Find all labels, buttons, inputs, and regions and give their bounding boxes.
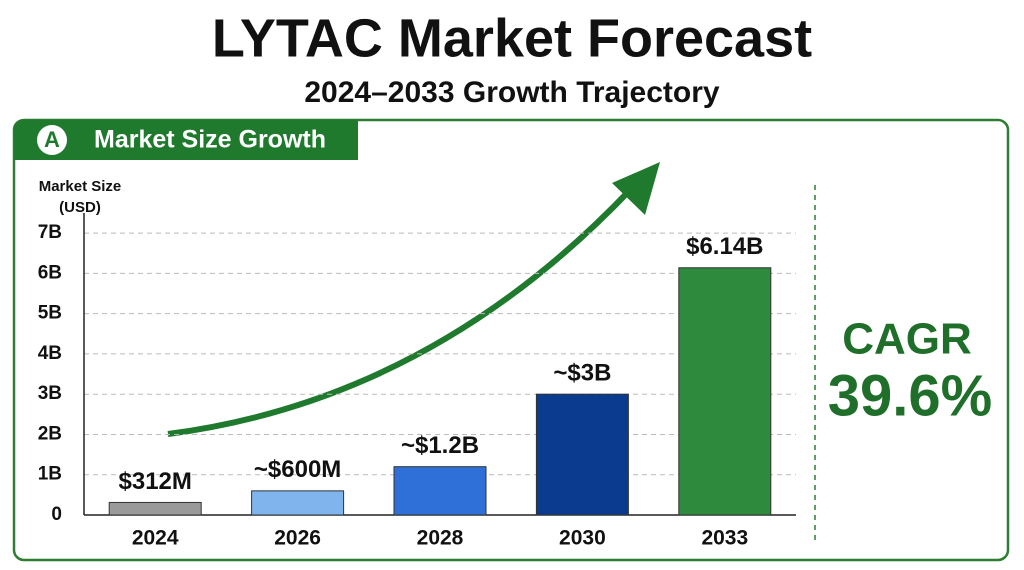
x-tick-label: 2033	[701, 527, 748, 550]
cagr-value: 39.6%	[828, 363, 992, 428]
value-label: ~$1.2B	[401, 432, 479, 459]
bar	[678, 267, 772, 516]
y-tick-label: 7B	[38, 222, 62, 243]
y-tick-label: 0	[51, 504, 62, 525]
panel-label: A	[44, 127, 60, 152]
y-tick-label: 4B	[38, 343, 62, 364]
x-tick-label: 2024	[132, 527, 179, 550]
chart-title: LYTAC Market Forecast	[212, 8, 812, 68]
cagr-label: CAGR	[842, 315, 972, 364]
y-tick-label: 1B	[38, 464, 62, 485]
y-tick-label: 5B	[38, 303, 62, 324]
bar	[535, 393, 629, 516]
panel-badge	[37, 125, 67, 155]
bar	[251, 490, 345, 516]
value-label: ~$3B	[553, 360, 611, 387]
value-label: $6.14B	[686, 233, 763, 260]
chart-subtitle: 2024–2033 Growth Trajectory	[304, 76, 720, 109]
x-tick-label: 2028	[417, 527, 464, 550]
y-tick-label: 3B	[38, 383, 62, 404]
trend-arrow-head	[612, 162, 660, 215]
value-label: ~$600M	[254, 456, 341, 483]
x-tick-label: 2030	[559, 527, 606, 550]
x-tick-label: 2026	[274, 527, 321, 550]
y-axis-label: (USD)	[59, 199, 101, 216]
y-axis-label: Market Size	[39, 178, 122, 195]
panel-title: Market Size Growth	[94, 126, 326, 154]
bar	[393, 466, 487, 516]
y-tick-label: 2B	[38, 423, 62, 444]
trend-arrow	[167, 187, 633, 437]
value-label: $312M	[119, 468, 192, 495]
panel-border	[12, 118, 1010, 562]
y-tick-label: 6B	[38, 262, 62, 283]
bar	[108, 501, 202, 516]
panel-tab	[14, 120, 358, 160]
